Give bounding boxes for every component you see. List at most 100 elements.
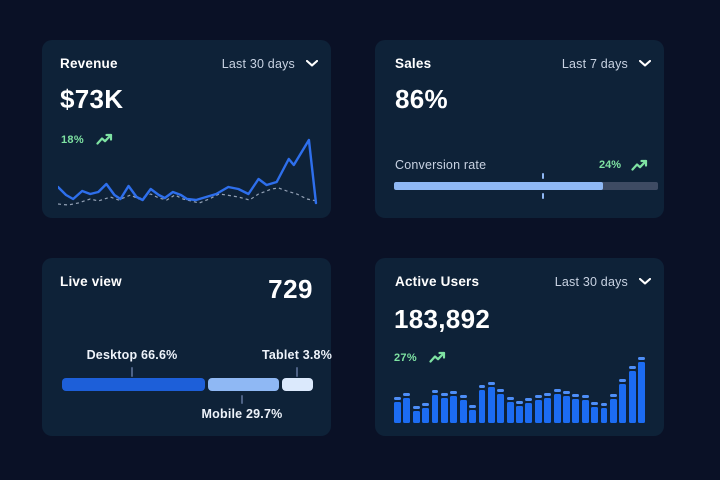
user-bar-body [628,371,636,423]
user-bar-body [422,408,430,423]
progress-marker-bottom [541,193,544,199]
user-bar-cap [469,405,477,408]
user-bar [487,382,495,423]
user-bar [525,398,533,423]
previous-period-line [58,187,318,206]
active-users-period-dropdown[interactable]: Last 30 days [555,275,651,289]
user-bar [581,395,589,423]
device-breakdown-bar [62,378,313,391]
user-bar-body [516,406,523,423]
revenue-change-percent: 18% [61,133,84,146]
user-bar [516,401,523,423]
mobile-segment-label: Mobile 29.7% [201,407,283,421]
user-bar-cap [591,402,599,405]
user-bar [619,379,627,423]
user-bar-cap [553,389,561,392]
user-bar-cap [563,391,570,394]
user-bar-cap [516,401,523,404]
sales-change-percent: 24% [598,159,621,171]
user-bar-body [450,396,458,423]
user-bar [497,389,505,423]
user-bar-body [459,400,467,423]
active-users-change-percent: 27% [394,351,417,364]
user-bar-cap [600,403,608,406]
desktop-label-tick [131,367,133,377]
user-bar-body [525,403,533,423]
user-bar-cap [440,393,448,396]
user-bar-cap [619,379,627,382]
user-bar [544,393,552,423]
revenue-title: Revenue [60,56,118,71]
user-bar [628,366,636,423]
conversion-progress-fill [394,182,603,190]
sales-change-badge: 24% [599,159,648,172]
sales-card: Sales Last 7 days 86% Conversion rate 24… [375,40,664,218]
desktop-segment [62,378,205,391]
user-bar-cap [403,393,411,396]
user-bar [422,403,430,423]
user-bar-body [412,411,420,423]
revenue-card: Revenue Last 30 days $73K 18% [42,40,331,218]
user-bar [553,389,561,423]
user-bar-body [563,396,570,423]
revenue-line-chart [58,138,318,206]
sales-period-label: Last 7 days [561,56,628,71]
active-users-period-label: Last 30 days [554,274,628,289]
user-bar [609,394,617,423]
user-bar-body [609,399,617,423]
user-bar [469,405,477,423]
user-bar-cap [487,382,495,385]
user-bar-cap [497,389,505,392]
revenue-value: $73K [60,84,124,114]
user-bar-cap [450,391,458,394]
user-bar-body [581,400,589,423]
live-view-title: Live view [60,274,122,289]
tablet-segment-label: Tablet 3.8% [261,348,333,362]
sales-value: 86% [395,84,448,114]
user-bar [450,391,458,423]
sales-card-header: Sales Last 7 days [395,56,651,71]
tablet-label-tick [296,367,298,377]
user-bar-cap [581,395,589,398]
user-bar-body [600,408,608,423]
user-bar [478,385,486,423]
live-view-card: Live view 729 Desktop 66.6% Tablet 3.8% … [42,258,333,436]
revenue-change-badge: 18% [61,133,113,146]
user-bar-body [506,402,514,423]
user-bar-cap [506,397,514,400]
live-view-card-header: Live view [60,274,318,289]
trending-up-icon [429,351,446,363]
user-bar-cap [534,395,542,398]
user-bar [440,393,448,423]
user-bar [431,390,439,423]
desktop-segment-label: Desktop 66.6% [86,348,178,362]
conversion-row: Conversion rate 24% [395,158,648,172]
revenue-period-dropdown[interactable]: Last 30 days [222,57,318,71]
user-bar-body [469,410,477,423]
live-view-value: 729 [268,274,313,304]
user-bar [403,393,411,423]
chevron-down-icon [639,60,651,67]
trending-up-icon [96,133,113,145]
active-users-card-header: Active Users Last 30 days [395,274,651,289]
user-bar-body [431,395,439,423]
user-bar [412,406,420,423]
sales-title: Sales [395,56,432,71]
user-bar-cap [544,393,552,396]
conversion-rate-label: Conversion rate [395,158,487,172]
user-bar [459,395,467,423]
user-bar-cap [572,394,580,397]
user-bar-body [534,400,542,423]
user-bar [591,402,599,423]
user-bar-body [619,384,627,423]
mobile-label-tick [241,395,243,404]
mobile-segment [207,378,279,391]
user-bar [563,391,570,423]
user-bar-cap [638,357,646,360]
user-bar-cap [459,395,467,398]
revenue-card-header: Revenue Last 30 days [60,56,318,71]
sales-period-dropdown[interactable]: Last 7 days [562,57,651,71]
trending-up-icon [631,159,648,171]
user-bar-body [478,390,486,423]
